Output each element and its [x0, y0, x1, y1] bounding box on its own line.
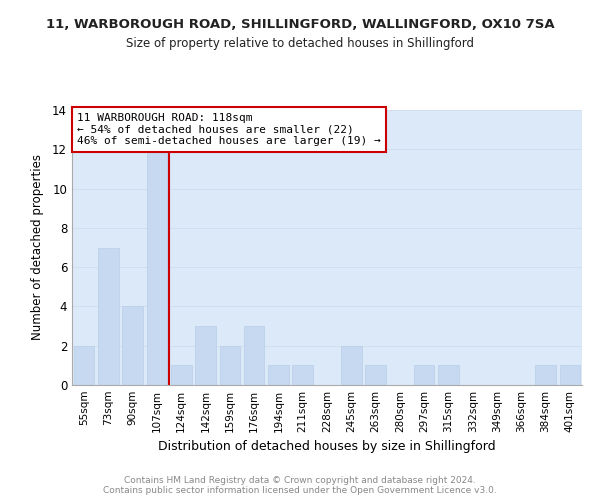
Bar [341, 346, 362, 385]
Bar [195, 326, 216, 385]
Bar [146, 150, 167, 385]
Text: 11 WARBOROUGH ROAD: 118sqm
← 54% of detached houses are smaller (22)
46% of semi: 11 WARBOROUGH ROAD: 118sqm ← 54% of deta… [77, 113, 381, 146]
Bar [74, 346, 94, 385]
Y-axis label: Number of detached properties: Number of detached properties [31, 154, 44, 340]
X-axis label: Distribution of detached houses by size in Shillingford: Distribution of detached houses by size … [158, 440, 496, 454]
Bar [244, 326, 265, 385]
Bar [560, 366, 580, 385]
Bar [438, 366, 459, 385]
Bar [414, 366, 434, 385]
Bar [268, 366, 289, 385]
Text: Size of property relative to detached houses in Shillingford: Size of property relative to detached ho… [126, 38, 474, 51]
Bar [535, 366, 556, 385]
Bar [171, 366, 191, 385]
Bar [365, 366, 386, 385]
Bar [122, 306, 143, 385]
Bar [292, 366, 313, 385]
Text: Contains HM Land Registry data © Crown copyright and database right 2024.
Contai: Contains HM Land Registry data © Crown c… [103, 476, 497, 495]
Text: 11, WARBOROUGH ROAD, SHILLINGFORD, WALLINGFORD, OX10 7SA: 11, WARBOROUGH ROAD, SHILLINGFORD, WALLI… [46, 18, 554, 30]
Bar [220, 346, 240, 385]
Bar [98, 248, 119, 385]
